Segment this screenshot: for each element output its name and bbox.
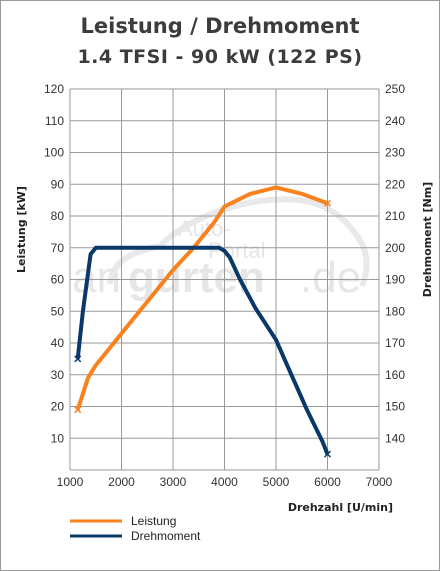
series-endpoint-marker (323, 450, 332, 458)
series-lines (74, 185, 332, 458)
x-tick-label: 7000 (366, 475, 393, 489)
legend-label-leistung: Leistung (131, 514, 176, 528)
x-tick-label: 1000 (57, 475, 84, 489)
watermark-main-bold: gurten (128, 253, 265, 302)
y-tick-label: 20 (51, 400, 65, 414)
y2-tick-label: 150 (385, 400, 405, 414)
watermark-logo: Auto- Portal an gurten .de (72, 196, 370, 302)
chart-title: Leistung / Drehmoment (80, 14, 360, 38)
watermark-car-icon (107, 196, 370, 288)
y-tick-label: 90 (51, 177, 65, 191)
y2-tick-label: 190 (385, 273, 405, 287)
y-tick-label: 100 (44, 146, 64, 160)
y2-tick-label: 230 (385, 146, 405, 160)
x-tick-label: 5000 (263, 475, 290, 489)
watermark-main-right: .de (300, 253, 361, 302)
y-tick-label: 80 (51, 209, 65, 223)
x-tick-label: 3000 (160, 475, 187, 489)
y2-tick-label: 180 (385, 304, 405, 318)
grid (69, 88, 380, 471)
y-tick-label: 120 (44, 82, 64, 96)
y-tick-label: 110 (45, 114, 64, 128)
y-tick-label: 70 (51, 241, 65, 255)
y2-tick-label: 240 (385, 114, 405, 128)
legend-label-drehmoment: Drehmoment (131, 529, 201, 543)
tick-labels: 1000 2000 3000 4000 5000 6000 7000 10 20 30 40 50 60… (44, 82, 405, 489)
y2-tick-label: 220 (385, 177, 405, 191)
y2-tick-label: 210 (385, 209, 405, 223)
y2-tick-label: 200 (385, 241, 405, 255)
series-endpoint-marker (323, 199, 332, 207)
chart-subtitle: 1.4 TFSI - 90 kW (122 PS) (77, 46, 363, 68)
y2-tick-label: 160 (385, 368, 405, 382)
series-endpoint-marker (74, 406, 82, 414)
x-tick-label: 4000 (211, 475, 238, 489)
x-axis-label: Drehzahl [U/min] (288, 501, 393, 514)
y-tick-label: 60 (51, 273, 65, 287)
series-line-drehmoment (75, 245, 330, 455)
watermark-main-left: an (72, 253, 121, 302)
x-tick-label: 6000 (314, 475, 341, 489)
y-tick-label: 50 (51, 304, 65, 318)
y2-tick-label: 250 (385, 82, 405, 96)
watermark-line2: Portal (208, 238, 265, 263)
y2-tick-label: 140 (385, 431, 405, 445)
x-tick-label: 2000 (108, 475, 135, 489)
y-axis-label: Leistung [kW] (15, 186, 28, 273)
y2-axis-label: Drehmoment [Nm] (421, 182, 434, 297)
y2-tick-label: 170 (385, 336, 405, 350)
series-line-leistung (75, 185, 329, 411)
y-tick-label: 40 (51, 336, 65, 350)
series-endpoint-marker (74, 355, 82, 363)
y-tick-label: 10 (51, 431, 65, 445)
y-tick-label: 30 (51, 368, 65, 382)
